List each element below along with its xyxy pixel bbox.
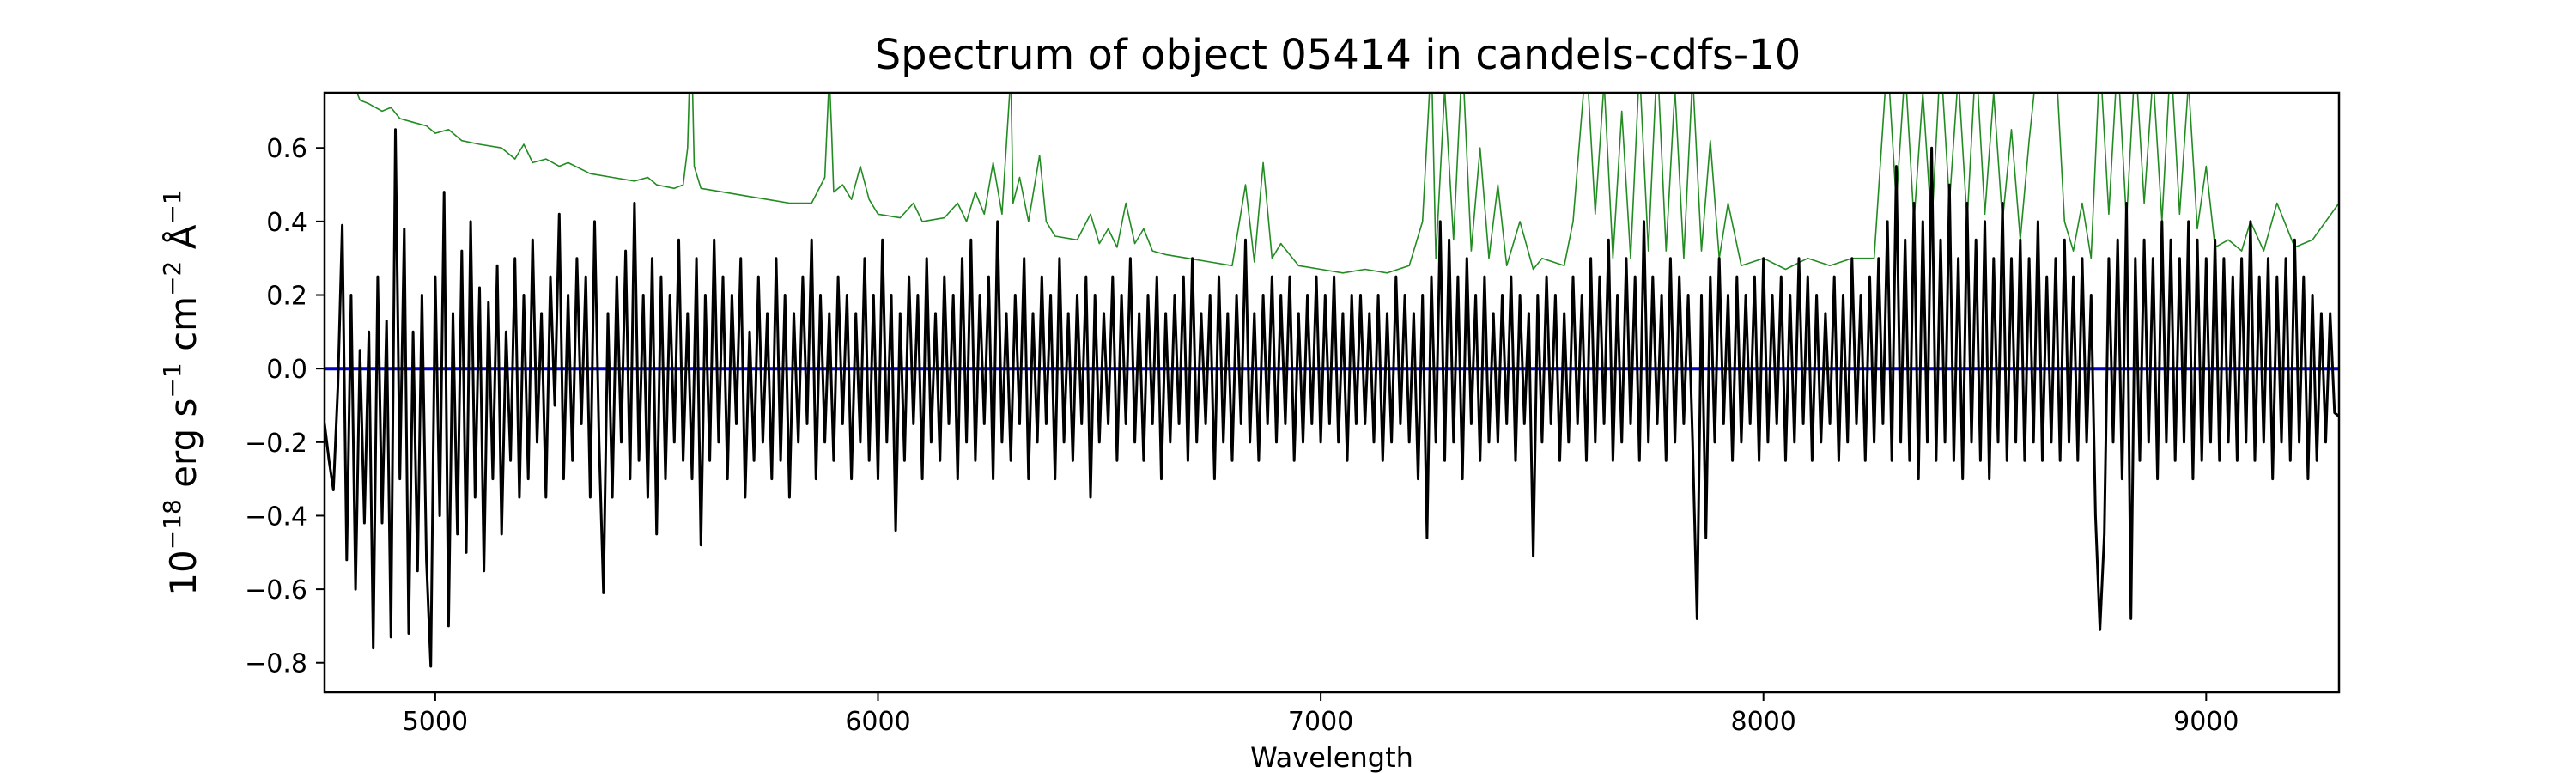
y-tick-label: −0.2 xyxy=(245,429,307,459)
y-tick-label: −0.6 xyxy=(245,575,307,606)
y-label-exponent: −1 xyxy=(158,189,186,224)
y-label-text: Å xyxy=(161,224,204,260)
y-label-exponent: −18 xyxy=(158,499,186,550)
series-layer xyxy=(325,93,2339,668)
y-label-exponent: −2 xyxy=(158,261,186,296)
y-axis-label: 10−18 erg s−1 cm−2 Å−1 xyxy=(158,189,204,595)
y-tick-label: 0.0 xyxy=(266,355,307,385)
x-tick-label: 7000 xyxy=(1288,707,1353,737)
x-tick-label: 8000 xyxy=(1731,707,1796,737)
y-label-text: cm xyxy=(162,296,204,362)
x-axis: 5000 6000 7000 8000 9000 xyxy=(403,692,2239,737)
x-tick-label: 5000 xyxy=(403,707,468,737)
noise-line xyxy=(355,93,2339,274)
flux-line xyxy=(325,128,2339,668)
y-tick-label: 0.4 xyxy=(266,208,307,238)
x-tick-label: 9000 xyxy=(2173,707,2239,737)
y-label-exponent: −1 xyxy=(158,362,186,398)
y-label-text: 10 xyxy=(162,550,204,595)
y-tick-label: 0.2 xyxy=(266,282,307,312)
chart-title: Spectrum of object 05414 in candels-cdfs… xyxy=(875,31,1801,79)
y-tick-label: −0.8 xyxy=(245,649,307,679)
x-axis-label: Wavelength xyxy=(1250,741,1413,773)
plot-frame xyxy=(323,91,2341,694)
y-label-text: erg s xyxy=(162,399,204,500)
y-tick-label: −0.4 xyxy=(245,502,307,532)
y-tick-label: 0.6 xyxy=(266,134,307,164)
x-tick-label: 6000 xyxy=(845,707,910,737)
y-axis: −0.8 −0.6 −0.4 −0.2 0.0 0.2 0.4 0.6 xyxy=(245,134,325,679)
